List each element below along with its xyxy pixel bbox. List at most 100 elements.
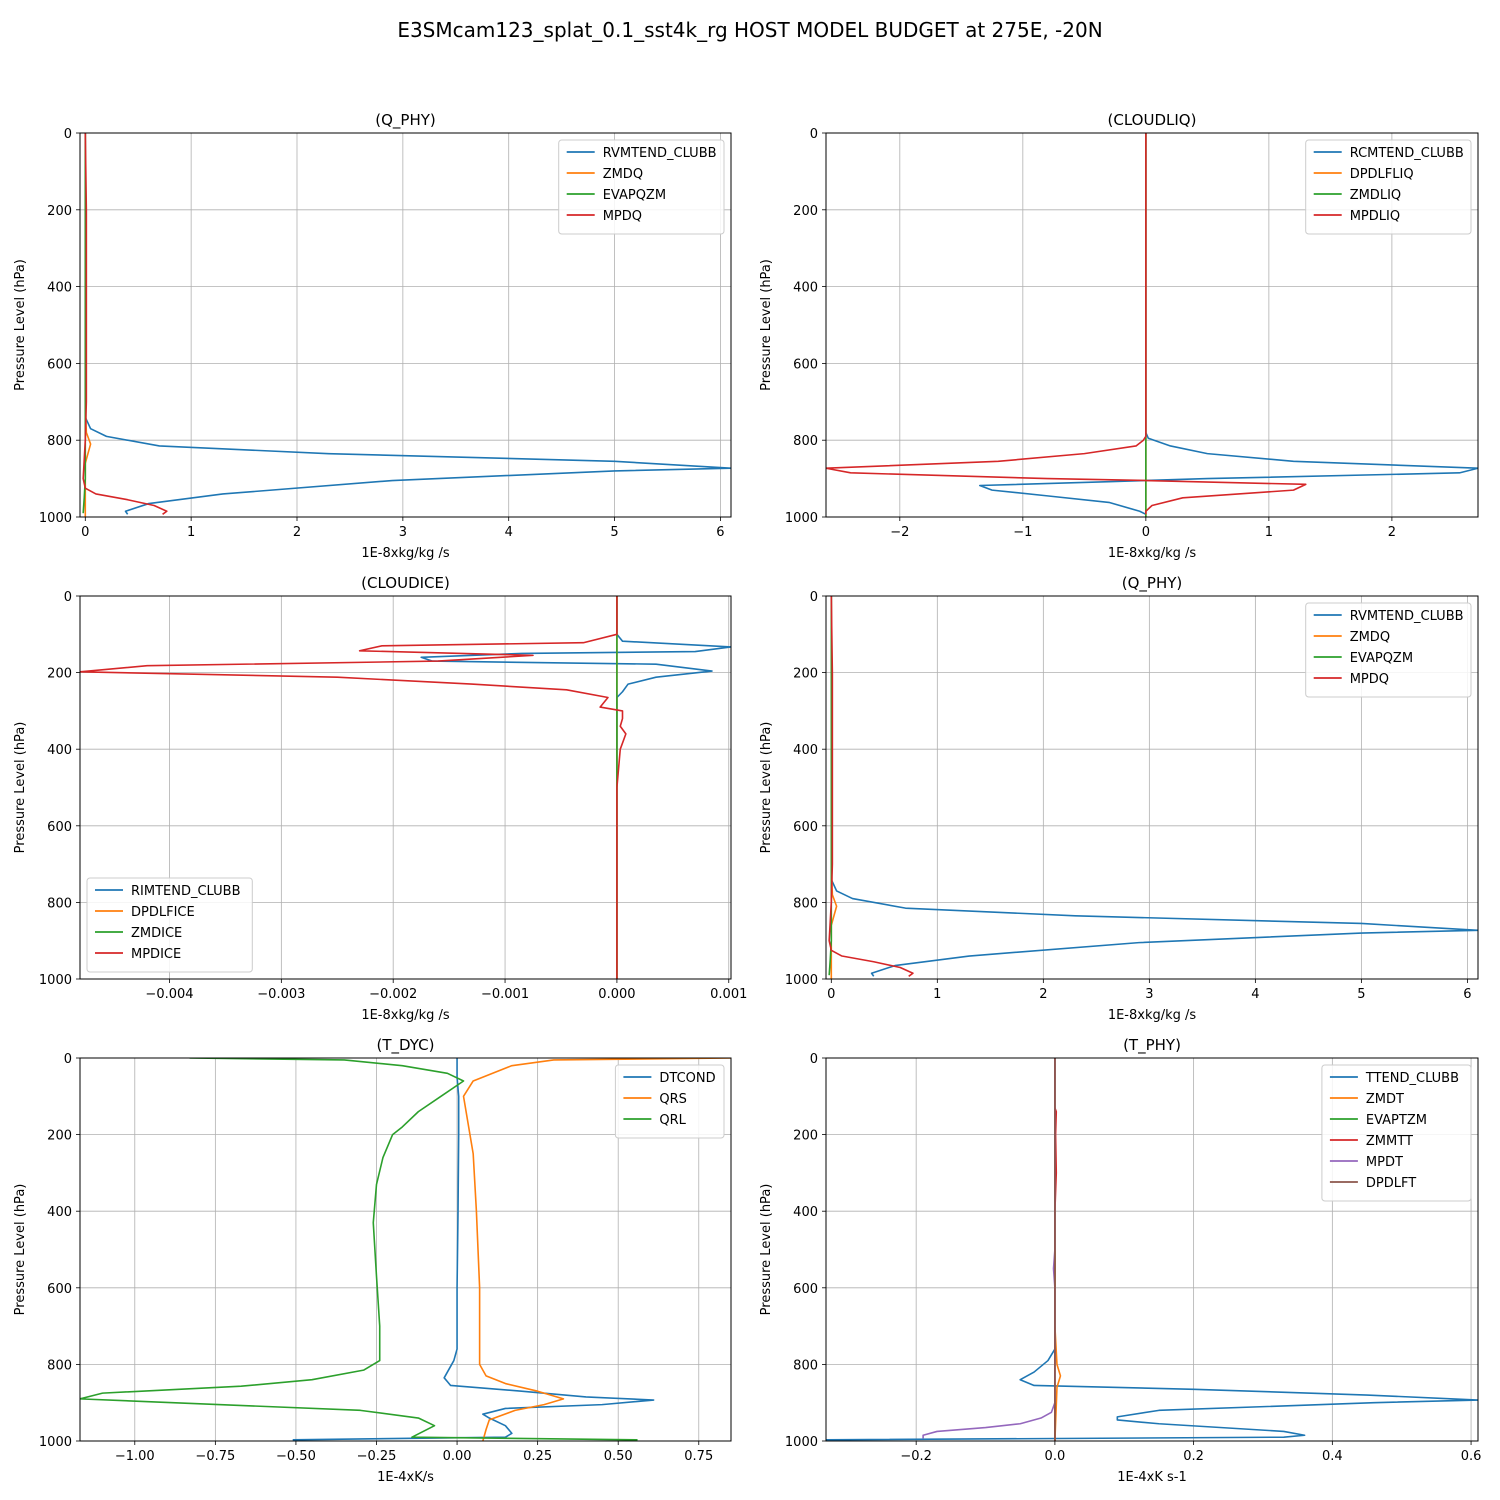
series-line-qrs [462, 1058, 731, 1441]
x-axis-label: 1E-8xkg/kg /s [361, 546, 450, 561]
plot-frame [825, 132, 1479, 518]
legend: TTEND_CLUBB ZMDT EVAPTZM ZMMTT MPDT DPDLFT [1321, 1064, 1472, 1202]
x-tick-label: −0.50 [276, 1449, 316, 1464]
y-tick-label: 400 [47, 743, 72, 758]
chart-panel-2: −2 −1 0 1 2 0 200 400 600 800 1000 (CLOUDLIQ) 1E-8xk… [759, 111, 1479, 561]
legend-entry: TTEND_CLUBB [1365, 1071, 1459, 1086]
plot-frame [825, 1057, 1479, 1442]
chart-title: (Q_PHY) [1122, 574, 1183, 593]
x-tick-label: 4 [1251, 987, 1259, 1002]
legend: RCMTEND_CLUBB DPDLFLIQ ZMDLIQ MPDLIQ [1305, 139, 1472, 235]
legend-box [1305, 602, 1472, 698]
y-axis-label: Pressure Level (hPa) [759, 722, 774, 854]
y-tick-label: 400 [793, 743, 818, 758]
series-group [82, 133, 731, 517]
series-line-ttend_clubb [826, 1058, 1478, 1441]
x-tick-label: −0.003 [257, 987, 305, 1002]
x-tick-label: 6 [716, 525, 724, 540]
y-tick-label: 0 [64, 1052, 72, 1067]
y-tick-label: 600 [793, 1282, 818, 1297]
y-tick-label: 0 [64, 590, 72, 605]
y-tick-label: 800 [793, 896, 818, 911]
y-tick-label: 800 [793, 434, 818, 449]
x-tick-label: 0 [827, 987, 835, 1002]
series-line-evapqzm [828, 596, 833, 976]
y-tick-label: 400 [793, 281, 818, 296]
x-tick-label: 5 [610, 525, 618, 540]
x-tick-label: 1 [187, 525, 195, 540]
legend-box [86, 877, 253, 973]
x-tick-label: 3 [1145, 987, 1153, 1002]
chart-title: (CLOUDLIQ) [1108, 111, 1197, 129]
x-tick-label: −0.004 [145, 987, 193, 1002]
x-tick-label: −0.001 [481, 987, 529, 1002]
legend-entry: EVAPQZM [603, 188, 666, 203]
y-tick-label: 400 [47, 281, 72, 296]
x-tick-label: −1.00 [115, 1449, 155, 1464]
plot-frame [825, 595, 1479, 980]
y-tick-label: 600 [47, 1282, 72, 1297]
series-group [80, 1058, 731, 1441]
plot-frame [79, 595, 732, 980]
y-tick-label: 800 [47, 434, 72, 449]
y-tick-label: 0 [810, 590, 818, 605]
y-tick-label: 1000 [39, 1435, 72, 1450]
y-tick-label: 600 [47, 820, 72, 835]
chart-title: (T_DYC) [377, 1036, 435, 1055]
y-tick-label: 200 [793, 204, 818, 219]
y-tick-label: 400 [47, 1205, 72, 1220]
y-tick-label: 200 [47, 1129, 72, 1144]
series-line-rimtend_clubb [420, 596, 731, 979]
y-tick-label: 600 [793, 357, 818, 372]
legend: DTCOND QRS QRL [614, 1064, 725, 1139]
x-tick-label: 0.00 [443, 1449, 472, 1464]
y-tick-label: 0 [810, 1052, 818, 1067]
x-tick-label: 0.001 [710, 987, 747, 1002]
x-tick-label: −0.2 [900, 1449, 932, 1464]
series-group [828, 596, 1478, 979]
legend-entry: ZMDQ [1350, 630, 1390, 645]
legend-entry: DPDLFT [1366, 1176, 1416, 1191]
panels: 0 1 2 3 4 5 602004006008001000(Q_PHY)1E-8xkg/k… [13, 111, 1481, 1485]
x-axis-label: 1E-8xkg/kg /s [361, 1008, 450, 1023]
x-tick-label: 0.2 [1183, 1449, 1204, 1464]
y-tick-label: 1000 [785, 511, 818, 526]
series-line-rcmtend_clubb [978, 133, 1478, 516]
x-tick-label: 0 [81, 525, 89, 540]
y-tick-label: 200 [793, 1129, 818, 1144]
legend-entry: MPDQ [603, 209, 642, 224]
x-tick-label: 0.4 [1322, 1449, 1343, 1464]
chart-panel-3: −0.004 −0.003 −0.002 −0.001 0.000 0.001 0 200 40… [13, 574, 747, 1023]
legend-entry: RCMTEND_CLUBB [1350, 146, 1464, 161]
legend-entry: ZMDQ [603, 167, 643, 182]
chart-panel-5: −1.00 −0.75 −0.50 −0.25 0.00 0.25 0.50 0.75 0 200… [13, 1036, 732, 1485]
y-tick-label: 1000 [39, 973, 72, 988]
legend-entry: DPDLFLIQ [1350, 167, 1414, 182]
y-tick-label: 200 [47, 667, 72, 682]
x-tick-label: 2 [1039, 987, 1047, 1002]
legend-entry: RVMTEND_CLUBB [603, 146, 717, 161]
x-tick-label: 4 [505, 525, 513, 540]
x-tick-label: 0 [1142, 525, 1150, 540]
y-tick-label: 1000 [785, 1435, 818, 1450]
legend-box [1305, 139, 1472, 235]
series-line-dtcond [292, 1058, 655, 1441]
x-tick-label: −1 [1013, 525, 1032, 540]
chart-panel-1: 0 1 2 3 4 5 6 0 200 400 600 800 1000 (Q_PHY) 1E-8xkg/k… [13, 111, 732, 561]
plot-frame [79, 1057, 732, 1442]
legend-entry: ZMDLIQ [1350, 188, 1401, 203]
legend-entry: ZMDICE [131, 926, 182, 941]
legend-box [1321, 1064, 1472, 1202]
x-tick-label: 0.6 [1461, 1449, 1482, 1464]
chart-panel-4: 0 1 2 3 4 5 6 0 200 400 600 800 1000 (Q_PHY) 1E-8xkg/k… [759, 574, 1479, 1023]
legend: RVMTEND_CLUBB ZMDQ EVAPQZM MPDQ [1305, 602, 1472, 698]
plot-frame [79, 132, 732, 518]
legend-entry: EVAPTZM [1366, 1113, 1427, 1128]
x-tick-label: 0.000 [598, 987, 635, 1002]
x-tick-label: 2 [293, 525, 301, 540]
y-axis-label: Pressure Level (hPa) [13, 722, 28, 854]
y-axis-label: Pressure Level (hPa) [759, 259, 774, 391]
y-tick-label: 800 [47, 1358, 72, 1373]
